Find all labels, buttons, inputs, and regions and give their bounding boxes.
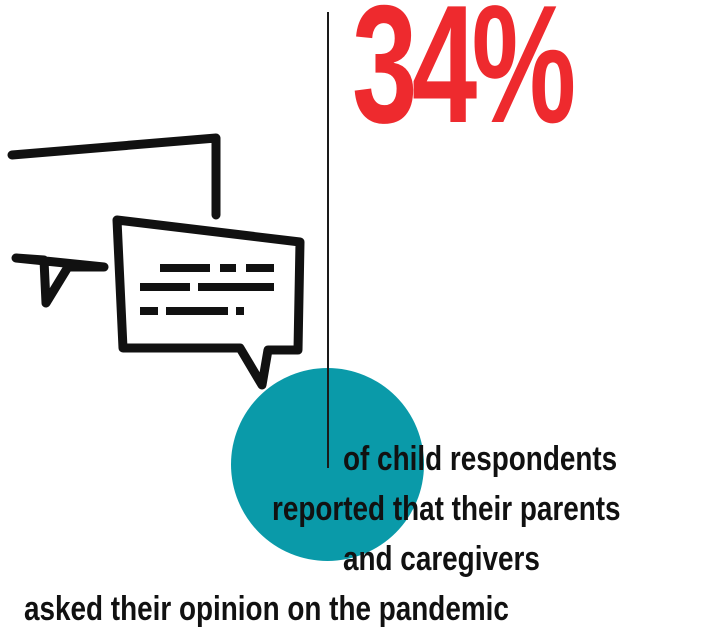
chat-bubbles-icon — [7, 133, 305, 390]
caption-line: reported that their parents — [272, 490, 621, 528]
caption-line: and caregivers — [343, 540, 540, 578]
caption-line: of child respondents — [343, 440, 618, 478]
statistic-value: 34% — [352, 0, 576, 158]
vertical-divider — [327, 12, 329, 468]
caption-line: asked their opinion on the pandemic — [24, 590, 509, 628]
